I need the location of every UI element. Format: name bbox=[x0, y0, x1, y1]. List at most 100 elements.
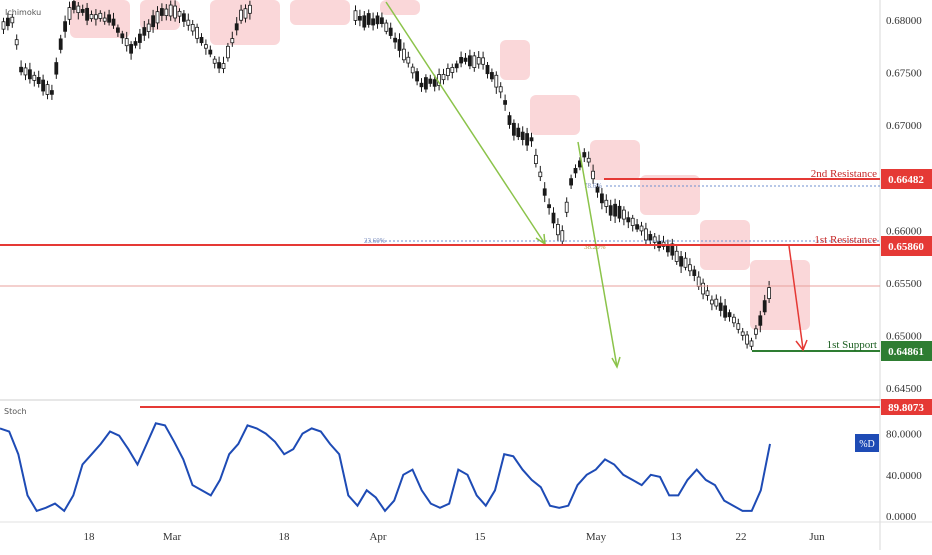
candle-body bbox=[749, 340, 754, 347]
candle-body bbox=[362, 15, 367, 28]
resistance-2-badge bbox=[881, 169, 932, 189]
candle-body bbox=[137, 33, 142, 43]
candle-body bbox=[432, 79, 437, 87]
candle-body bbox=[582, 152, 587, 158]
candle-body bbox=[177, 10, 182, 17]
candle-body bbox=[600, 193, 604, 204]
candle-body bbox=[243, 8, 248, 19]
candle-body bbox=[6, 17, 10, 27]
cloud-segment bbox=[290, 0, 350, 25]
candle-body bbox=[366, 13, 371, 25]
candle-body bbox=[36, 77, 41, 85]
candle-body bbox=[472, 55, 477, 68]
cloud-segment bbox=[640, 175, 700, 215]
candle-body bbox=[375, 15, 380, 25]
candle-body bbox=[217, 62, 222, 69]
candle-body bbox=[459, 57, 464, 64]
candle-body bbox=[371, 18, 376, 26]
candle-body bbox=[754, 328, 758, 335]
time-tick-2: 18 bbox=[279, 531, 291, 543]
fib-label-23: 23.60% bbox=[364, 237, 386, 245]
candle-body bbox=[58, 38, 63, 50]
candle-body bbox=[525, 133, 529, 146]
candle-body bbox=[423, 77, 428, 90]
candle-body bbox=[591, 170, 595, 180]
resistance-1-value: 0.65860 bbox=[888, 241, 924, 253]
candle-body bbox=[32, 74, 37, 81]
candle-body bbox=[181, 13, 186, 22]
candle-body bbox=[415, 71, 420, 82]
candle-body bbox=[76, 5, 81, 14]
time-tick-3: Apr bbox=[369, 531, 386, 543]
candle-body bbox=[190, 24, 195, 32]
stoch-d-line bbox=[0, 422, 771, 513]
candle-body bbox=[27, 69, 32, 80]
candle-body bbox=[428, 78, 433, 84]
candle-body bbox=[736, 323, 741, 330]
candle-body bbox=[560, 230, 565, 242]
candle-body bbox=[23, 67, 28, 76]
candle-body bbox=[406, 56, 411, 64]
stoch-axis: 80.0000 40.0000 0.0000 bbox=[886, 429, 922, 523]
candle-body bbox=[445, 68, 450, 77]
candle-body bbox=[199, 37, 204, 44]
time-tick-6: 13 bbox=[671, 531, 683, 543]
candle-body bbox=[564, 201, 569, 213]
candle-body bbox=[683, 257, 688, 268]
candle-body bbox=[168, 4, 173, 17]
candle-body bbox=[679, 256, 683, 267]
candle-body bbox=[234, 23, 239, 31]
candle-body bbox=[159, 8, 164, 16]
candle-body bbox=[762, 300, 767, 313]
candle-body bbox=[696, 276, 701, 287]
candle-body bbox=[489, 72, 494, 80]
stoch-tick-0: 80.0000 bbox=[886, 429, 922, 441]
candle-body bbox=[54, 62, 59, 75]
stoch-level-badge bbox=[881, 399, 932, 415]
cloud-segment bbox=[380, 0, 420, 15]
candle-body bbox=[151, 15, 156, 28]
candle-body bbox=[195, 26, 200, 39]
candle-body bbox=[745, 334, 749, 345]
candle-body bbox=[107, 14, 111, 23]
stoch-d-badge-label: %D bbox=[859, 439, 875, 450]
candle-body bbox=[467, 55, 472, 67]
candle-body bbox=[688, 264, 692, 272]
candle-body bbox=[542, 188, 547, 196]
price-tick-4: 0.66000 bbox=[886, 225, 922, 237]
candle-body bbox=[63, 21, 67, 32]
candle-body bbox=[129, 44, 134, 54]
price-tick-5: 0.65500 bbox=[886, 278, 922, 290]
candle-body bbox=[538, 171, 543, 178]
candle-body bbox=[80, 9, 85, 13]
candle-body bbox=[89, 14, 94, 20]
candle-body bbox=[767, 287, 771, 299]
price-tick-1: 0.67500 bbox=[886, 68, 922, 80]
candle-body bbox=[111, 18, 116, 26]
candle-body bbox=[120, 33, 125, 39]
fib-label-78: 78.6% bbox=[584, 182, 602, 190]
support-1-value: 0.64861 bbox=[888, 346, 924, 358]
candle-body bbox=[512, 122, 516, 136]
candle-body bbox=[666, 244, 670, 253]
price-tick-2: 0.67000 bbox=[886, 120, 922, 132]
price-tick-7: 0.64500 bbox=[886, 383, 922, 395]
candle-body bbox=[569, 178, 573, 186]
time-tick-7: 22 bbox=[736, 531, 747, 543]
candle-body bbox=[692, 269, 697, 276]
cloud-segment bbox=[590, 140, 640, 180]
candle-body bbox=[379, 17, 384, 24]
candle-body bbox=[635, 224, 639, 230]
stoch-level-value: 89.8073 bbox=[888, 402, 924, 414]
candle-body bbox=[626, 217, 631, 223]
candle-body bbox=[247, 4, 252, 14]
candle-body bbox=[10, 16, 15, 24]
price-tick-0: 0.68000 bbox=[886, 15, 922, 27]
cloud-segment bbox=[500, 40, 530, 80]
candle-body bbox=[714, 298, 719, 307]
candle-body bbox=[221, 63, 226, 69]
candle-body bbox=[604, 199, 609, 207]
candle-body bbox=[357, 16, 362, 21]
candle-body bbox=[520, 131, 525, 140]
time-axis: 18 Mar 18 Apr 15 May 13 22 Jun bbox=[84, 531, 826, 543]
